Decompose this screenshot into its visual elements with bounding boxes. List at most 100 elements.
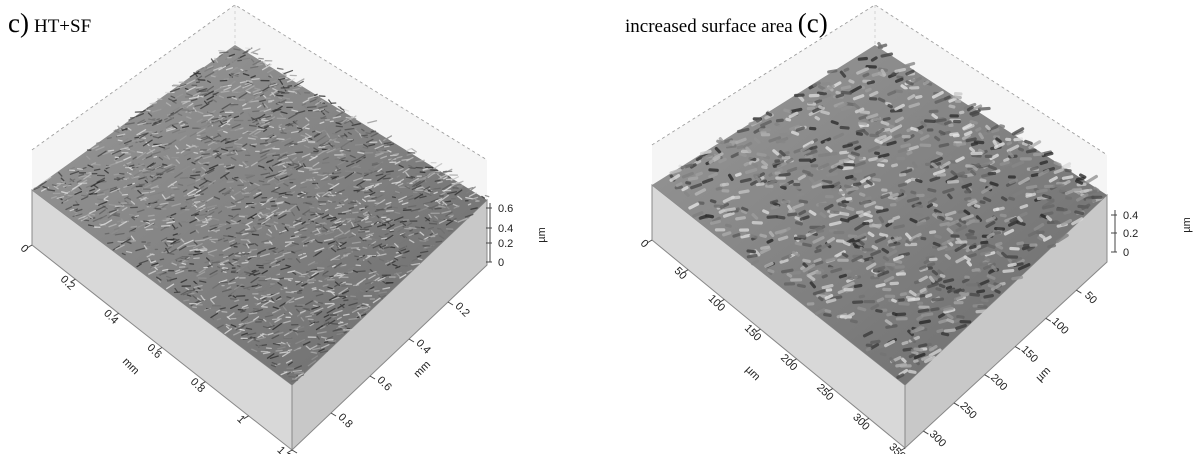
- surface-texture: [268, 83, 278, 87]
- surface-texture: [892, 215, 901, 221]
- surface-texture: [309, 321, 316, 326]
- surface-texture: [410, 262, 421, 266]
- surface-texture: [788, 270, 801, 276]
- surface-texture: [108, 223, 117, 228]
- surface-texture: [864, 87, 872, 93]
- surface-texture: [303, 145, 310, 149]
- surface-texture: [67, 194, 74, 197]
- tick-mark: [291, 449, 298, 454]
- surface-texture: [946, 219, 959, 227]
- surface-texture: [913, 352, 926, 360]
- surface-texture: [167, 180, 178, 188]
- surface-texture: [284, 201, 291, 205]
- surface-texture: [406, 147, 412, 152]
- surface-texture: [204, 259, 214, 264]
- surface-texture: [221, 115, 227, 118]
- surface-texture: [224, 319, 232, 322]
- surface-texture: [122, 161, 132, 167]
- surface-texture: [857, 56, 868, 61]
- surface-texture: [293, 120, 298, 126]
- surface-texture: [136, 129, 147, 136]
- surface-texture: [1059, 178, 1067, 183]
- surface-texture: [167, 139, 177, 146]
- surface-texture: [445, 211, 453, 217]
- surface-texture: [112, 232, 118, 236]
- surface-texture: [279, 177, 289, 182]
- surface-texture: [942, 278, 955, 284]
- surface-texture: [389, 230, 395, 233]
- surface-texture: [254, 182, 260, 187]
- surface-texture: [286, 78, 296, 83]
- surface-texture: [263, 108, 272, 113]
- surface-texture: [143, 175, 149, 180]
- surface-texture: [143, 166, 151, 170]
- surface-texture: [325, 317, 332, 322]
- surface-texture: [313, 133, 319, 138]
- surface-texture: [785, 133, 793, 139]
- surface-texture: [186, 93, 193, 97]
- surface-texture: [1032, 152, 1045, 157]
- surface-texture: [885, 324, 898, 329]
- surface-texture: [918, 275, 929, 283]
- surface-texture: [963, 130, 973, 137]
- surface-texture: [315, 270, 324, 274]
- surface-texture: [158, 166, 164, 170]
- surface-texture: [847, 154, 856, 160]
- surface-texture: [173, 101, 177, 104]
- surface: [652, 45, 1107, 385]
- surface-texture: [1064, 189, 1075, 195]
- surface-texture: [430, 229, 435, 235]
- surface-texture: [692, 211, 704, 218]
- surface-texture: [263, 318, 267, 322]
- surface-texture: [953, 316, 963, 323]
- surface-texture: [221, 151, 229, 156]
- surface-texture: [337, 156, 341, 160]
- surface-texture: [274, 318, 281, 323]
- surface-texture: [398, 195, 407, 201]
- surface-texture: [230, 304, 239, 310]
- surface-texture: [914, 116, 924, 120]
- surface-texture: [218, 279, 228, 284]
- surface-texture: [354, 255, 360, 258]
- surface-texture: [799, 215, 810, 221]
- surface-texture: [195, 223, 206, 226]
- surface-texture: [250, 276, 260, 284]
- surface-texture: [76, 168, 83, 170]
- surface-texture: [268, 166, 274, 172]
- surface-texture: [423, 236, 429, 240]
- surface-texture: [323, 341, 329, 344]
- surface-texture: [935, 287, 942, 292]
- surface-texture: [361, 198, 367, 203]
- surface-texture: [251, 348, 258, 352]
- surface-texture: [208, 179, 217, 186]
- surface-texture: [302, 341, 311, 346]
- surface-texture: [931, 244, 945, 249]
- surface-texture: [857, 239, 865, 246]
- surface-texture: [131, 138, 141, 143]
- surface-texture: [267, 236, 275, 242]
- surface-texture: [233, 48, 241, 51]
- surface-texture: [365, 220, 372, 223]
- surface-texture: [253, 193, 263, 199]
- surface-texture: [172, 129, 181, 134]
- tick-mark: [719, 298, 725, 303]
- surface-texture: [389, 244, 396, 247]
- surface-texture: [337, 105, 342, 108]
- surface-texture: [389, 246, 396, 249]
- surface-texture: [266, 293, 271, 296]
- surface-texture: [271, 308, 282, 314]
- surface-texture: [145, 203, 151, 207]
- surface-texture: [141, 183, 152, 190]
- surface-texture: [740, 233, 752, 239]
- surface-texture: [327, 240, 335, 245]
- surface-texture: [211, 117, 219, 121]
- surface-texture: [358, 132, 363, 138]
- surface-texture: [229, 298, 237, 301]
- surface-texture: [118, 220, 128, 227]
- surface-texture: [377, 192, 385, 196]
- surface-texture: [1075, 179, 1084, 185]
- surface-texture: [1037, 236, 1043, 241]
- surface-texture: [983, 294, 994, 299]
- z-axis-unit: µm: [1181, 217, 1193, 233]
- surface-texture: [204, 218, 213, 224]
